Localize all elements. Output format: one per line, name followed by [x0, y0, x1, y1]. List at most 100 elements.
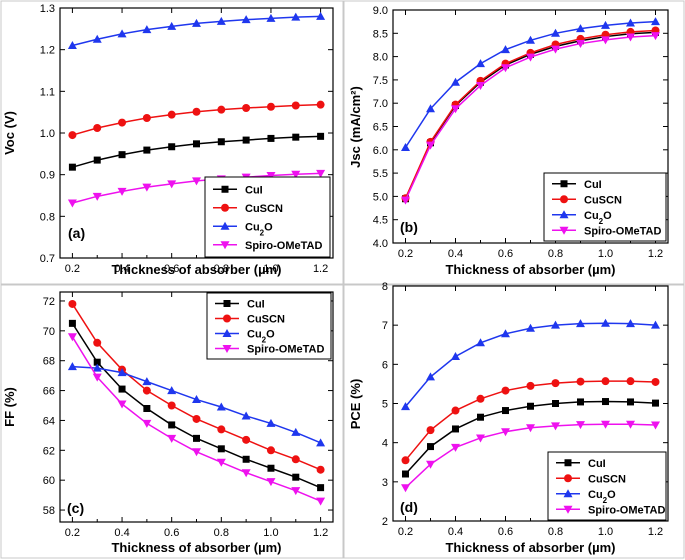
panel-frame: [0, 0, 344, 285]
data-point: [167, 180, 177, 189]
data-point: [576, 40, 585, 49]
legend-label: CuSCN: [584, 194, 622, 206]
data-point: [426, 141, 435, 150]
data-point: [142, 377, 152, 386]
data-point: [626, 33, 635, 42]
data-point: [68, 163, 76, 171]
data-point: [193, 434, 200, 442]
y-tick-label: 9.0: [373, 5, 388, 17]
data-point: [476, 338, 485, 347]
x-tick-label: 0.8: [548, 526, 563, 538]
series-spiro-ometad: [401, 32, 660, 205]
legend-label-tail: O: [607, 489, 616, 501]
data-point: [401, 142, 410, 151]
data-point: [142, 419, 152, 428]
data-point: [551, 422, 560, 431]
legend-label: CuI: [588, 458, 606, 470]
data-point: [551, 45, 560, 54]
legend-marker: [221, 203, 229, 212]
y-tick-label: 8.5: [373, 28, 388, 40]
data-point: [291, 455, 300, 464]
y-tick-label: 8: [382, 281, 388, 293]
data-point: [526, 381, 535, 390]
x-axis-label: Thickness of absorber (µm): [445, 540, 615, 555]
y-tick-label: 6.0: [373, 145, 388, 157]
legend-label: CuSCN: [245, 203, 283, 215]
legend-label-main: CuSCN: [588, 473, 626, 485]
data-point: [526, 53, 535, 62]
data-point: [242, 136, 250, 144]
legend-label-main: CuI: [245, 184, 263, 196]
data-point: [426, 460, 435, 469]
legend-marker: [222, 345, 232, 353]
legend-marker: [223, 300, 231, 307]
legend-label-sub: 2: [262, 335, 267, 344]
y-tick-label: 4.0: [373, 238, 388, 250]
data-point: [93, 358, 101, 366]
series-cui: [68, 132, 325, 171]
y-axis-label: Voc (V): [2, 111, 17, 155]
data-point: [316, 11, 326, 20]
data-point: [266, 13, 276, 22]
x-axis-label: Thickness of absorber (µm): [111, 262, 281, 277]
data-point: [476, 81, 485, 90]
x-tick-label: 0.6: [498, 526, 513, 538]
y-tick-label: 6.5: [373, 122, 388, 134]
x-tick-label: 1.0: [598, 526, 613, 538]
y-tick-label: 8.0: [373, 52, 388, 64]
data-point: [576, 319, 585, 328]
data-point: [67, 41, 77, 49]
legend-label-main: CuSCN: [247, 314, 285, 326]
y-tick-label: 1.2: [40, 45, 55, 57]
data-point: [192, 18, 201, 27]
data-point: [241, 469, 251, 478]
data-point: [67, 199, 77, 208]
data-point: [241, 15, 251, 24]
legend-marker: [560, 180, 568, 188]
panel-label: (d): [400, 499, 418, 515]
y-tick-label: 0.9: [40, 170, 55, 182]
y-tick-label: 7.5: [373, 75, 388, 87]
data-point: [142, 25, 152, 34]
x-tick-label: 0.4: [448, 248, 463, 260]
y-axis-label: PCE (%): [348, 379, 363, 430]
series-cui: [68, 319, 325, 492]
data-point: [216, 16, 226, 25]
legend-label-main: Spiro-OMeTAD: [245, 240, 322, 252]
x-tick-label: 0.6: [498, 248, 513, 260]
data-point: [401, 484, 410, 493]
y-tick-label: 58: [43, 505, 55, 517]
legend-label-main: CuI: [588, 458, 606, 470]
panel-frame: [343, 284, 685, 559]
data-point: [651, 377, 660, 386]
data-point: [142, 114, 151, 122]
y-tick-label: 0.8: [40, 211, 55, 223]
legend-marker: [221, 185, 229, 193]
legend-label: Cu2O: [588, 489, 616, 505]
legend-label: Cu2O: [584, 210, 612, 226]
legend-label-main: Cu: [247, 329, 262, 341]
data-point: [651, 17, 660, 26]
legend-label-main: CuSCN: [584, 194, 622, 206]
data-point: [452, 425, 459, 433]
data-point: [627, 398, 634, 406]
legend-marker: [564, 459, 572, 467]
x-tick-label: 0.2: [398, 248, 413, 260]
series-cu2o: [67, 11, 326, 49]
data-point: [266, 418, 276, 427]
data-point: [652, 399, 659, 407]
data-point: [192, 177, 201, 186]
data-point: [291, 487, 301, 496]
data-point: [192, 107, 201, 116]
legend-marker: [220, 221, 230, 230]
y-tick-label: 5.0: [373, 191, 388, 203]
data-point: [167, 434, 177, 443]
y-tick-label: 60: [43, 475, 55, 487]
y-tick-label: 66: [43, 386, 55, 398]
series-spiro-ometad: [401, 420, 660, 493]
data-point: [577, 398, 584, 406]
data-point: [266, 478, 276, 487]
data-point: [167, 401, 176, 410]
y-tick-label: 5: [382, 399, 388, 411]
